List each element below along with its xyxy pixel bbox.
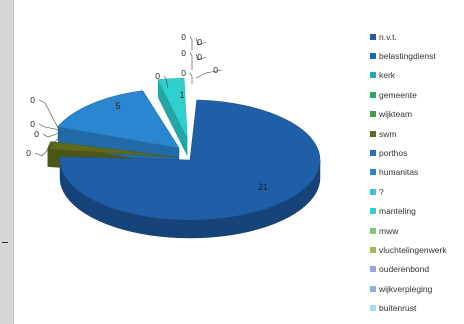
legend-swatch (370, 266, 376, 273)
legend-item-swm: swm (370, 124, 464, 143)
legend-label: wijkverpleging (379, 283, 433, 294)
slice-side-humanitas-0 (57, 126, 180, 167)
legend-swatch (370, 227, 376, 234)
data-label-humanitas: 5 (115, 101, 120, 111)
data-label-belastingdienst: 0 (30, 95, 35, 105)
legend-swatch (370, 246, 376, 253)
legend-item-ouderenbond: ouderenbond (370, 260, 464, 279)
leader-line-wijkverpleging (195, 69, 223, 79)
data-label-buitenrust: 0 (155, 71, 160, 81)
legend-label: n.v.t. (379, 31, 397, 42)
leader-line-wijkteam (34, 133, 63, 157)
chart-legend: n.v.t. belastingdienst kerk gemeente wijktea… (370, 27, 464, 318)
legend-item-porthos: porthos (370, 143, 464, 162)
data-label-wijkverpleging: 0 (213, 65, 218, 75)
legend-label: swm (379, 128, 397, 139)
legend-label: manteling (379, 206, 416, 217)
data-label-gemeente: 0 (34, 129, 39, 139)
legend-item-kerk: kerk (370, 66, 464, 85)
data-label-porthos: 0 (181, 32, 186, 42)
pie-slice-swm (47, 141, 177, 158)
legend-item-wijkverpleging: wijkverpleging (370, 279, 464, 298)
legend-item-gemeente: gemeente (370, 85, 464, 104)
leader-line-vluchtelingenwerk (195, 37, 207, 46)
legend-swatch (370, 188, 376, 195)
panel-edge-mark (2, 242, 8, 243)
legend-item-wijkteam: wijkteam (370, 105, 464, 124)
legend-label: buitenrust (379, 303, 417, 314)
legend-item-manteling: manteling (370, 202, 464, 221)
legend-label: mww (379, 225, 399, 236)
legend-swatch (370, 150, 376, 157)
legend-item-mww: mww (370, 221, 464, 240)
legend-swatch (370, 111, 376, 118)
data-label-wijkteam: 0 (26, 148, 31, 158)
pie-slice-manteling (157, 77, 188, 139)
legend-swatch (370, 53, 376, 60)
data-label-unknown: 0 (181, 48, 186, 58)
legend-swatch (370, 169, 376, 176)
legend-item-belastingdienst: belastingdienst (370, 46, 464, 65)
data-label-vluchtelingenwerk: 0 (197, 37, 202, 47)
leader-line-porthos (189, 36, 193, 50)
legend-swatch (370, 305, 376, 312)
legend-item-buitenrust: buitenrust (370, 298, 464, 317)
legend-label: wijkteam (379, 109, 413, 120)
legend-item-vluchtelingenwerk: vluchtelingenwerk (370, 240, 464, 259)
data-label-mww: 0 (181, 68, 186, 78)
leader-line-kerk (38, 123, 61, 131)
leader-line-buitenrust (163, 75, 169, 89)
leader-line-ouderenbond (195, 53, 207, 61)
data-label-manteling: 1 (179, 90, 184, 100)
legend-label: porthos (379, 148, 408, 159)
legend-swatch (370, 130, 376, 137)
leader-line-gemeente (42, 131, 63, 138)
data-label-n-v-t: 21 (258, 182, 268, 192)
legend-swatch (370, 72, 376, 79)
legend-label: ouderenbond (379, 264, 430, 275)
slice-side-manteling-0 (157, 79, 188, 157)
legend-label: belastingdienst (379, 51, 436, 62)
leader-line-belastingdienst (38, 99, 59, 129)
legend-item-n-v-t: n.v.t. (370, 27, 464, 46)
pie-slice-n-v-t (59, 99, 321, 221)
legend-label: kerk (379, 70, 396, 81)
legend-label: gemeente (379, 89, 417, 100)
legend-item-humanitas: humanitas (370, 163, 464, 182)
data-label-kerk: 0 (30, 119, 35, 129)
legend-item-unknown: ? (370, 182, 464, 201)
legend-swatch (370, 285, 376, 292)
legend-label: ? (379, 186, 384, 197)
legend-swatch (370, 208, 376, 215)
legend-swatch (370, 91, 376, 98)
leader-line-mww (189, 72, 193, 84)
pie-slice-humanitas (57, 90, 180, 149)
legend-label: vluchtelingenwerk (379, 244, 447, 255)
legend-swatch (370, 33, 376, 40)
data-label-ouderenbond: 0 (197, 52, 202, 62)
legend-label: humanitas (379, 167, 419, 178)
leader-line-unknown (189, 52, 193, 70)
